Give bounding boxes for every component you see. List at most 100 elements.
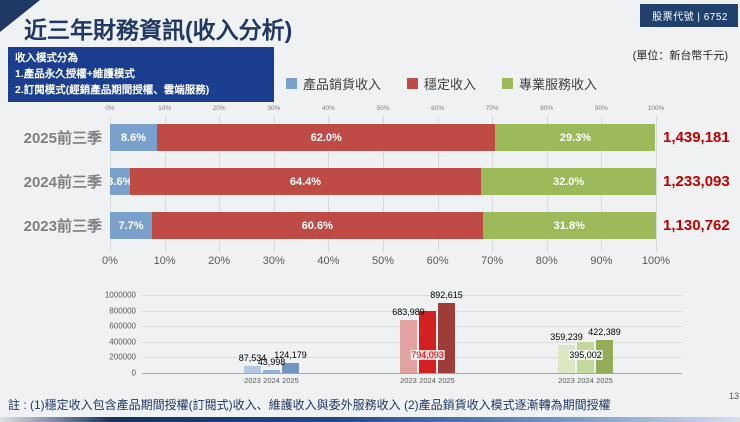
bar-value-label: 359,239 — [550, 331, 583, 342]
bar — [263, 369, 280, 373]
bar — [400, 319, 417, 373]
bar — [438, 303, 455, 373]
segment-percent-label: 7.7% — [118, 219, 144, 232]
top-axis-tick: 10% — [158, 105, 172, 112]
legend-item: 產品銷貨收入 — [286, 74, 381, 93]
legend-item: 穩定收入 — [407, 74, 476, 93]
stacked-bar: 7.7% 60.6% 31.8% — [110, 212, 656, 239]
segment-percent-label: 64.4% — [289, 175, 322, 188]
y-axis-tick: 400000 — [109, 337, 136, 347]
vertical-gridline — [656, 116, 657, 252]
revenue-model-info-box: 收入模式分為 1.產品永久授權+維護模式 2.訂閱模式(經銷產品期間授權、雲端服… — [8, 47, 274, 103]
g-plot: 2023 87,534 2024 43,998 2025 124,179 2023 683,9… — [142, 290, 682, 385]
stacked-rows: 2025前三季 8.6% 62.0% 29.3% 1,439,181 2024前三季 3.6… — [8, 124, 736, 256]
bar-value-label: 422,389 — [588, 327, 621, 338]
top-axis-tick: 70% — [485, 105, 499, 112]
y-axis-tick: 1000000 — [104, 290, 136, 300]
page-number: 13 — [729, 391, 740, 401]
bar — [282, 363, 299, 373]
bottom-axis-tick: 0% — [102, 255, 118, 267]
unit-label: (單位：新台幣千元) — [632, 50, 728, 62]
y-axis-tick: 0 — [131, 368, 136, 378]
segment-percent-label: 62.0% — [310, 131, 342, 144]
bar — [419, 311, 436, 373]
bar-segment: 31.8% — [482, 212, 656, 239]
segment-percent-label: 31.8% — [553, 219, 585, 232]
x-axis-tick: 2023 — [244, 376, 261, 385]
bar-segment: 8.6% — [110, 124, 157, 151]
y-axis-tick: 600000 — [109, 321, 136, 331]
x-axis-tick: 2023 — [400, 376, 417, 385]
bar-value-label: 794,093 — [410, 350, 445, 360]
grouped-revenue-chart: 1000000 800000 600000 400000 200000 0 2023 87,… — [95, 286, 709, 392]
legend-label: 穩定收入 — [424, 77, 477, 92]
row-total-value: 1,439,181 — [663, 129, 730, 146]
bar-segment: 29.3% — [495, 124, 656, 151]
row-category-label: 2025前三季 — [23, 130, 102, 147]
stacked-bar-row: 2025前三季 8.6% 62.0% 29.3% 1,439,181 — [8, 124, 736, 151]
info-box-line-1: 收入模式分為 — [15, 52, 78, 64]
horizontal-gridline — [142, 295, 682, 296]
page-title: 近三年財務資訊(收入分析) — [24, 17, 293, 43]
bar-cluster: 2023 359,239 2024 395,002 2025 422,389 — [550, 295, 621, 385]
segment-percent-label: 3.6% — [107, 175, 133, 188]
legend-swatch — [286, 78, 297, 89]
top-axis-tick: 90% — [594, 105, 608, 112]
legend-label: 專業服務收入 — [519, 77, 598, 92]
bottom-axis-tick: 10% — [153, 255, 176, 267]
stacked-bar: 3.6% 64.4% 32.0% — [107, 168, 656, 195]
row-total-value: 1,130,762 — [663, 217, 730, 234]
bar — [596, 340, 613, 373]
x-axis-tick: 2025 — [596, 376, 613, 385]
bottom-gradient-strip — [0, 417, 740, 422]
segment-percent-label: 29.3% — [559, 131, 592, 144]
legend-swatch — [407, 78, 419, 89]
bottom-axis-tick: 80% — [535, 255, 558, 267]
top-axis-tick: 60% — [431, 105, 445, 112]
top-axis-tick: 100% — [647, 105, 665, 112]
bottom-axis-tick: 50% — [371, 255, 395, 267]
segment-percent-label: 32.0% — [553, 175, 585, 188]
x-axis-tick: 2023 — [558, 376, 575, 385]
bottom-axis-tick: 90% — [590, 255, 613, 267]
horizontal-gridline — [142, 310, 682, 312]
row-total-value: 1,233,093 — [663, 173, 730, 190]
bottom-axis-tick: 40% — [317, 255, 340, 267]
bar-segment: 64.4% — [129, 168, 482, 195]
segment-percent-label: 8.6% — [120, 131, 147, 144]
bar-value-label: 892,615 — [430, 290, 463, 301]
stacked-bar: 8.6% 62.0% 29.3% — [110, 124, 656, 151]
bar-segment: 60.6% — [151, 212, 483, 239]
bar-value-label: 43,998 — [257, 356, 286, 367]
info-box-line-3: 2.訂閱模式(經銷產品期間授權、雲端服務) — [15, 83, 210, 96]
bar-segment: 7.7% — [110, 212, 152, 239]
top-axis-tick: 50% — [376, 105, 390, 112]
stacked-bar-row: 2023前三季 7.7% 60.6% 31.8% 1,130,762 — [8, 212, 736, 239]
stacked-revenue-chart: 0% 10% 20% 30% 40% 50% 60% 70% 80% 90% 100% 2025前三… — [8, 104, 736, 270]
x-axis-tick: 2024 — [577, 376, 594, 385]
stacked-chart-bottom-axis: 0% 10% 20% 30% 40% 50% 60% 70% 80% 90% 100% — [102, 255, 670, 269]
x-axis-tick: 2024 — [263, 376, 280, 385]
legend: 產品銷貨收入 穩定收入 專業服務收入 — [286, 74, 597, 93]
bar-segment: 3.6% — [107, 168, 133, 195]
bar-value-label: 124,179 — [274, 350, 307, 361]
x-axis-tick: 2025 — [282, 376, 299, 385]
bottom-axis-tick: 60% — [426, 255, 449, 267]
bottom-axis-tick: 70% — [481, 255, 504, 267]
bar-cluster: 2023 683,989 2024 794,093 2025 892,615 — [392, 290, 463, 385]
legend-swatch — [502, 78, 514, 89]
bar-value-label: 683,989 — [392, 306, 425, 317]
top-axis-tick: 20% — [212, 105, 226, 112]
y-axis-tick: 200000 — [109, 352, 136, 362]
info-box-line-2: 1.產品永久授權+維護模式 — [15, 67, 135, 80]
legend-label: 產品銷貨收入 — [303, 77, 382, 92]
bottom-axis-tick: 30% — [262, 255, 285, 267]
row-category-label: 2024前三季 — [23, 174, 102, 191]
top-axis-tick: 80% — [540, 105, 554, 112]
x-axis-tick: 2025 — [438, 376, 455, 385]
horizontal-gridline — [142, 373, 682, 374]
bar — [244, 366, 261, 373]
x-axis-tick: 2024 — [419, 376, 436, 385]
footnote: 註 : (1)穩定收入包含產品期間授權(訂閱式)收入、維護收入與委外服務收入 (… — [8, 398, 611, 412]
bottom-axis-tick: 20% — [208, 255, 231, 267]
